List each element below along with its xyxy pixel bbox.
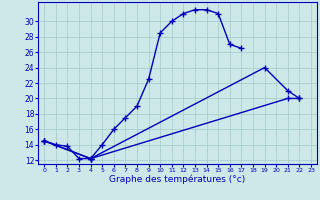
X-axis label: Graphe des températures (°c): Graphe des températures (°c) [109, 175, 246, 184]
